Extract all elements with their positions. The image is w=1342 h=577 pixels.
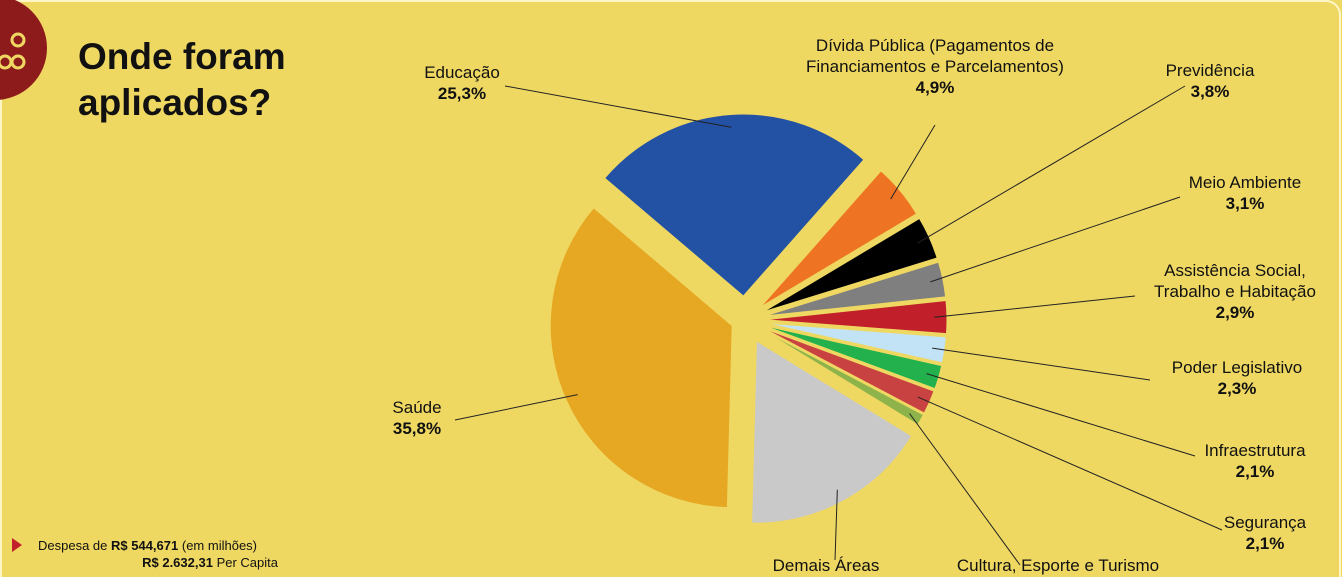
value-label: 2,1% bbox=[1245, 534, 1285, 553]
slice-label: Dívida Pública (Pagamentos de Financiame… bbox=[770, 35, 1100, 98]
footnote-amount: R$ 2.632,31 bbox=[142, 555, 213, 570]
category-label: Assistência Social, Trabalho e Habitação bbox=[1154, 261, 1316, 301]
category-label: Segurança bbox=[1223, 513, 1307, 532]
pie-slice bbox=[760, 170, 918, 308]
leader-line bbox=[934, 295, 1136, 318]
category-label: Infraestrutura bbox=[1204, 441, 1306, 460]
bullet-arrow bbox=[12, 538, 22, 552]
slice-label: Demais Áreas bbox=[741, 555, 911, 576]
leader-line bbox=[834, 489, 838, 561]
value-label: 3,8% bbox=[1190, 82, 1230, 101]
pie-slice bbox=[603, 113, 865, 297]
leader-line bbox=[917, 396, 1223, 531]
badge bbox=[0, 0, 47, 100]
category-label: Demais Áreas bbox=[772, 556, 880, 575]
slice-label: Previdência 3,8% bbox=[1135, 60, 1285, 102]
category-label: Meio Ambiente bbox=[1188, 173, 1302, 192]
footnote-text: Despesa de bbox=[38, 538, 108, 553]
slice-label: Assistência Social, Trabalho e Habitação… bbox=[1130, 260, 1340, 323]
footnote-text: (em milhões) bbox=[181, 538, 257, 553]
value-label: 2,1% bbox=[1235, 462, 1275, 481]
value-label: 25,3% bbox=[437, 84, 487, 103]
footnote-amount: R$ 544,671 bbox=[111, 538, 179, 553]
pie-slice bbox=[764, 300, 948, 335]
badge-icon bbox=[10, 32, 26, 48]
category-label: Poder Legislativo bbox=[1171, 358, 1303, 377]
category-label: Educação bbox=[424, 63, 500, 82]
pie-slice bbox=[763, 217, 938, 313]
category-label: Previdência bbox=[1165, 61, 1255, 80]
leader-line bbox=[909, 413, 1021, 566]
leader-line bbox=[504, 85, 732, 128]
value-label: 4,9% bbox=[915, 78, 955, 97]
category-label: Dívida Pública (Pagamentos de Financiame… bbox=[806, 36, 1064, 76]
value-label: 35,8% bbox=[392, 419, 442, 438]
category-label: Saúde bbox=[392, 398, 442, 417]
value-label: 2,9% bbox=[1215, 303, 1255, 322]
footnote-text: Per Capita bbox=[216, 555, 278, 570]
footnote-line: R$ 2.632,31 Per Capita bbox=[38, 555, 278, 570]
leader-line bbox=[917, 85, 1186, 244]
pie-slice bbox=[764, 261, 947, 317]
pie-slice bbox=[549, 207, 733, 509]
slice-label: Poder Legislativo 2,3% bbox=[1142, 357, 1332, 399]
badge-icon bbox=[0, 54, 13, 70]
leader-line bbox=[454, 394, 578, 421]
slice-label: Educação 25,3% bbox=[387, 62, 537, 104]
leader-line bbox=[890, 124, 936, 200]
footnote-line: Despesa de R$ 544,671 (em milhões) bbox=[38, 538, 257, 553]
chart-title: Onde foram aplicados? bbox=[78, 36, 286, 123]
value-label: 2,3% bbox=[1217, 379, 1257, 398]
slice-label: Cultura, Esporte e Turismo bbox=[918, 555, 1198, 576]
slice-label: Saúde 35,8% bbox=[357, 397, 477, 439]
slice-label: Segurança 2,1% bbox=[1190, 512, 1340, 554]
category-label: Cultura, Esporte e Turismo bbox=[956, 556, 1160, 575]
leader-line bbox=[932, 347, 1151, 381]
pie-slice bbox=[751, 340, 913, 524]
slice-label: Meio Ambiente 3,1% bbox=[1160, 172, 1330, 214]
leader-line bbox=[930, 196, 1181, 283]
slice-label: Infraestrutura 2,1% bbox=[1170, 440, 1340, 482]
value-label: 3,1% bbox=[1225, 194, 1265, 213]
leader-line bbox=[926, 373, 1196, 457]
